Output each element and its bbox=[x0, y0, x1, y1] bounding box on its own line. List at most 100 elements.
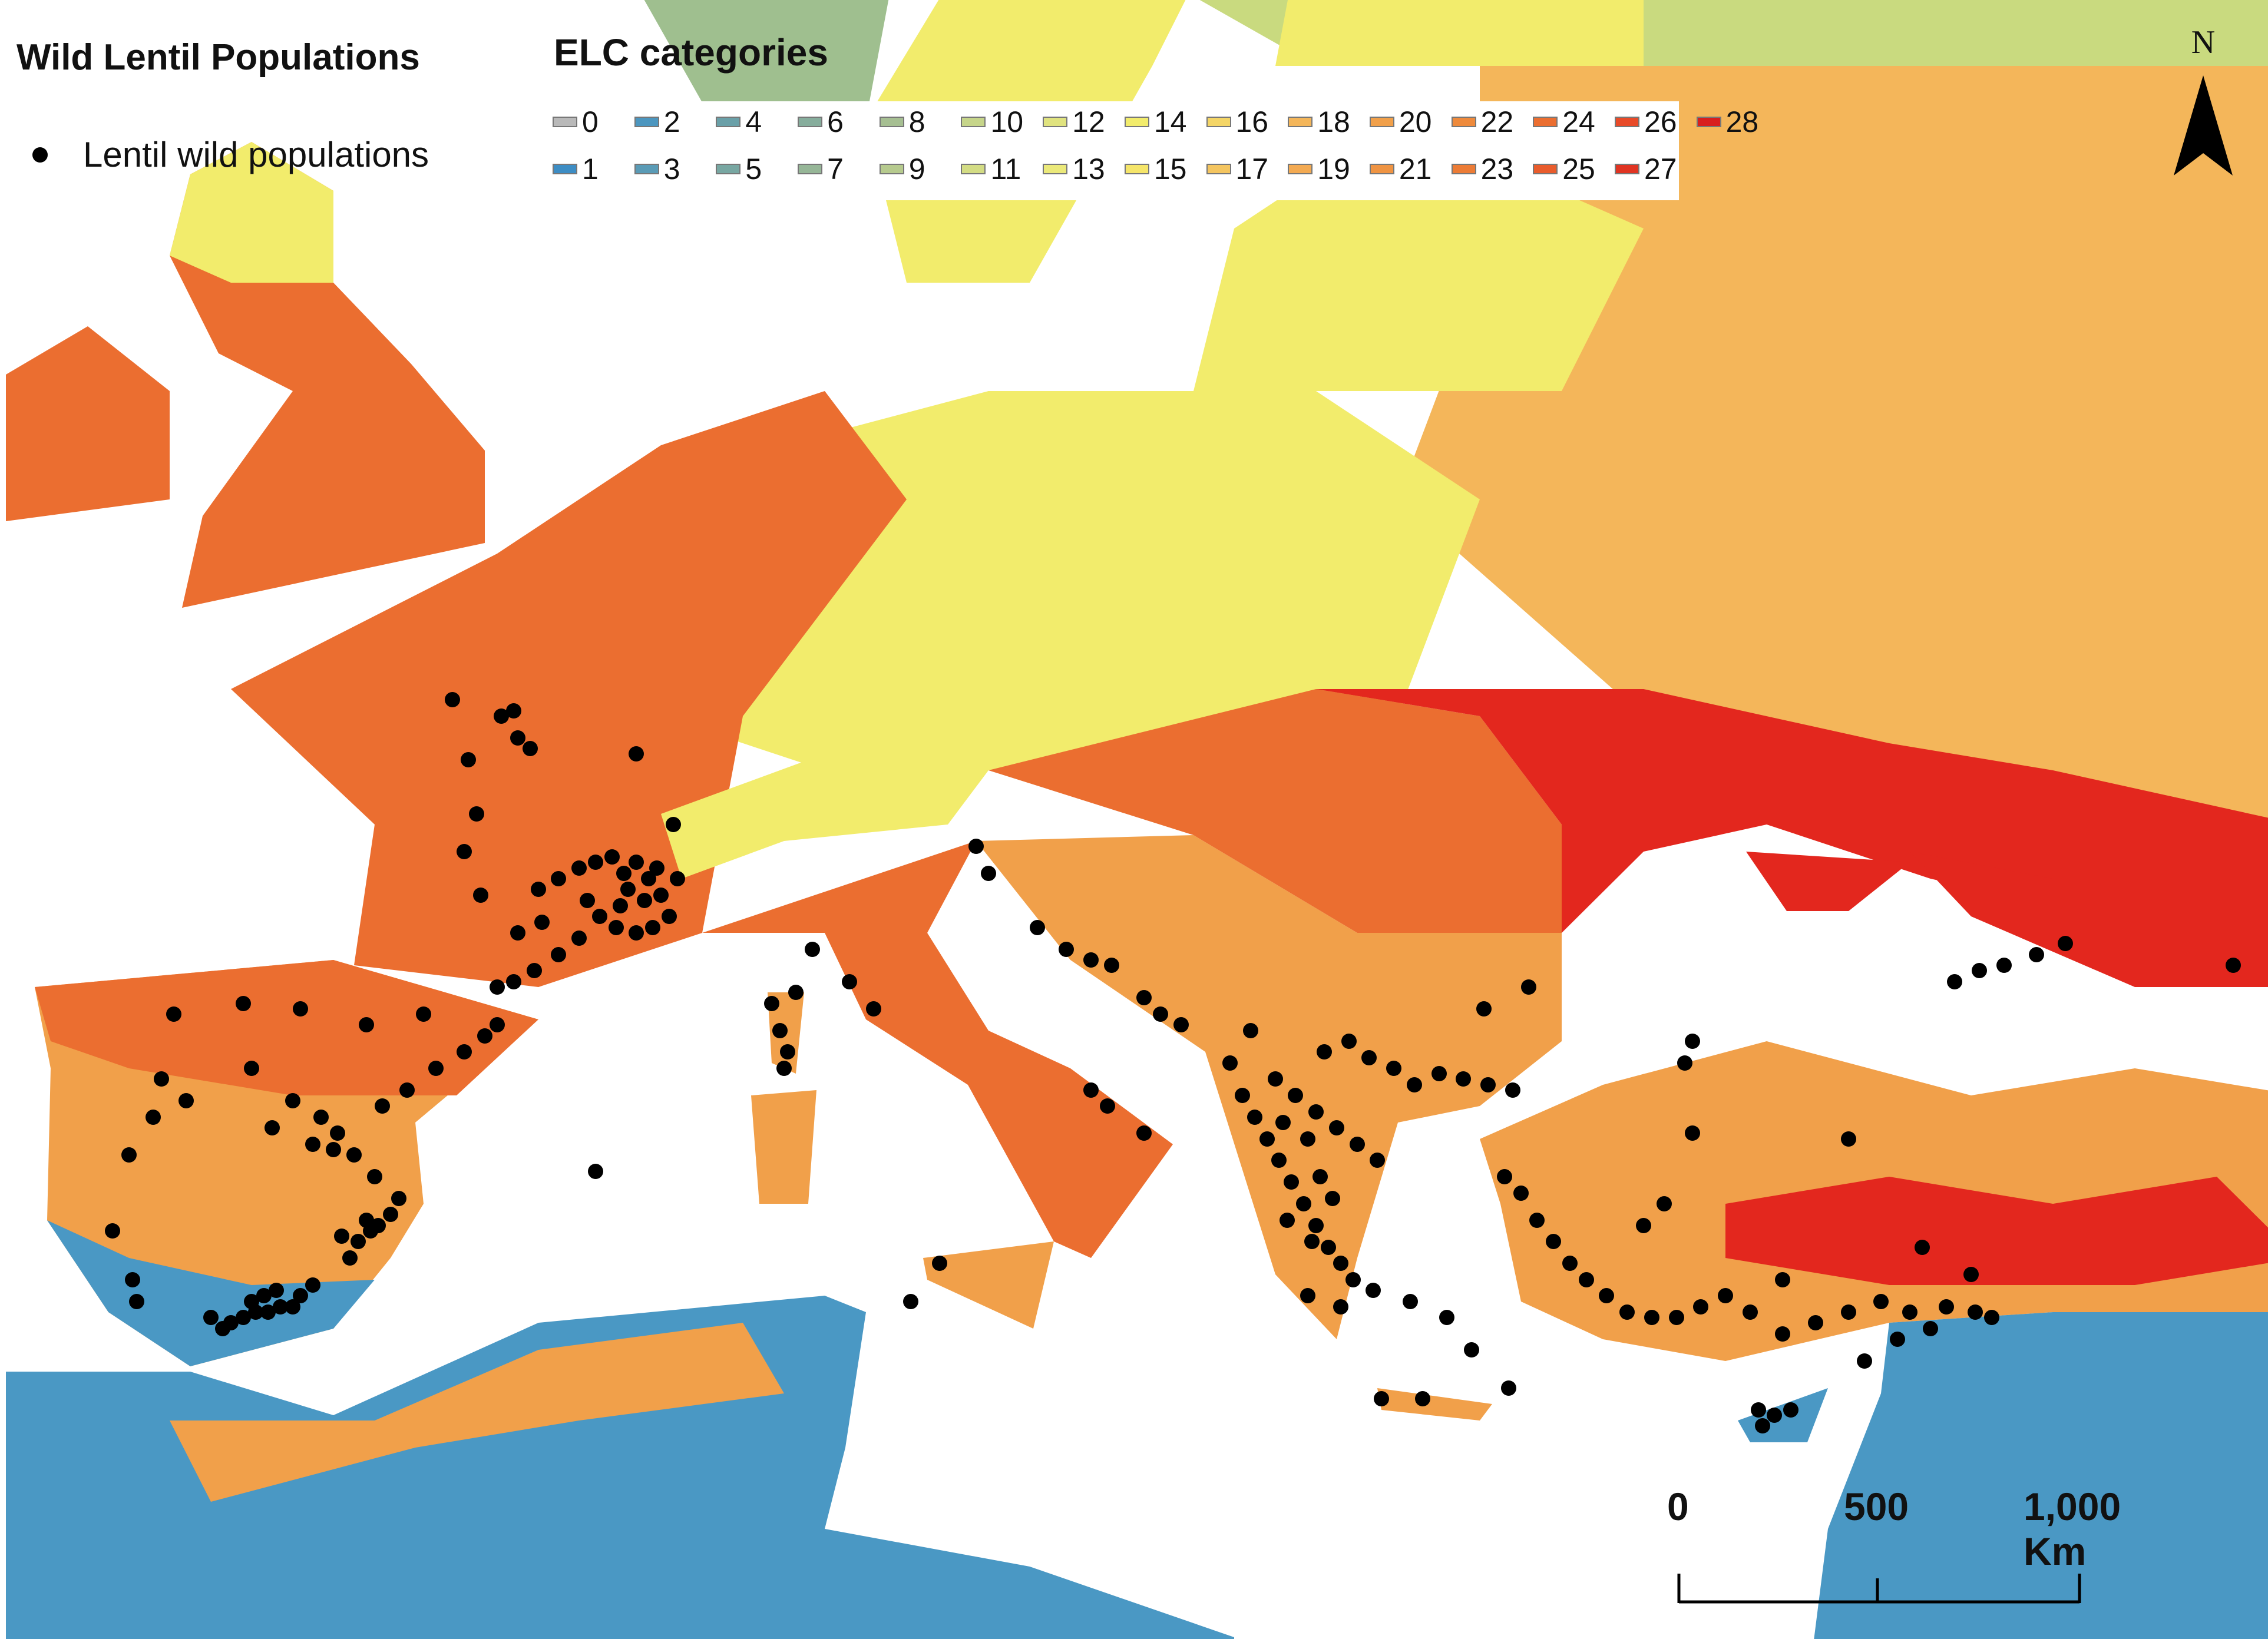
elc-label-11: 11 bbox=[990, 153, 1021, 186]
population-point bbox=[1403, 1294, 1418, 1309]
scotland-north bbox=[170, 142, 333, 283]
western-europe bbox=[231, 391, 907, 987]
population-point bbox=[1374, 1391, 1389, 1406]
population-point bbox=[1083, 952, 1099, 968]
population-point bbox=[653, 888, 669, 903]
population-point bbox=[616, 866, 632, 881]
population-point bbox=[1431, 1066, 1447, 1081]
scale-label-500: 500 bbox=[1844, 1485, 1909, 1528]
population-point bbox=[604, 849, 620, 865]
population-point bbox=[1579, 1272, 1594, 1287]
population-point bbox=[1386, 1061, 1401, 1076]
elc-legend-item-17: 17 bbox=[1206, 152, 1288, 186]
population-point bbox=[1636, 1218, 1651, 1233]
population-point bbox=[1767, 1408, 1782, 1423]
elc-label-26: 26 bbox=[1644, 105, 1677, 138]
elc-legend-item-2: 2 bbox=[634, 105, 716, 139]
levant-arid bbox=[1814, 1312, 2268, 1639]
population-point bbox=[359, 1213, 374, 1228]
population-point bbox=[527, 963, 542, 978]
population-point bbox=[1439, 1310, 1454, 1325]
population-point bbox=[1280, 1213, 1295, 1228]
population-point bbox=[629, 746, 644, 761]
population-point bbox=[1284, 1174, 1299, 1190]
elc-label-10: 10 bbox=[990, 105, 1024, 138]
population-point bbox=[1268, 1071, 1283, 1087]
population-point bbox=[1300, 1288, 1315, 1303]
elc-legend-item-3: 3 bbox=[634, 152, 716, 186]
elc-legend-item-0: 0 bbox=[553, 105, 634, 139]
elc-legend-item-28: 28 bbox=[1696, 105, 1778, 139]
population-point bbox=[571, 931, 587, 946]
population-point bbox=[1775, 1326, 1790, 1342]
population-point bbox=[1407, 1077, 1422, 1092]
population-point bbox=[1968, 1304, 1983, 1320]
population-point bbox=[1685, 1125, 1700, 1141]
population-point bbox=[1271, 1153, 1287, 1168]
population-point bbox=[1619, 1304, 1635, 1320]
elc-swatch-24 bbox=[1533, 117, 1558, 127]
north-africa-warm bbox=[170, 1323, 784, 1502]
elc-label-8: 8 bbox=[908, 105, 925, 138]
population-point bbox=[223, 1315, 239, 1330]
population-point bbox=[346, 1147, 362, 1163]
population-point bbox=[1480, 1077, 1496, 1092]
elc-swatch-20 bbox=[1369, 117, 1394, 127]
population-point bbox=[1275, 1115, 1291, 1130]
scale-label-1000: 1,000 Km bbox=[2024, 1485, 2121, 1573]
north-arrow-icon bbox=[2174, 75, 2233, 176]
elc-swatch-9 bbox=[879, 164, 904, 174]
elc-label-15: 15 bbox=[1153, 153, 1187, 186]
elc-legend-row-2: 1 3 5 7 9 11 13 15 17 19 21 23 25 27 bbox=[553, 152, 1697, 186]
elc-swatch-6 bbox=[798, 117, 823, 127]
elc-legend-item-21: 21 bbox=[1369, 152, 1452, 186]
population-point bbox=[457, 844, 472, 859]
population-point bbox=[1329, 1120, 1344, 1135]
population-point bbox=[1456, 1071, 1471, 1087]
elc-legend-item-24: 24 bbox=[1533, 105, 1615, 139]
population-point bbox=[1288, 1088, 1303, 1103]
elc-label-1: 1 bbox=[582, 153, 599, 186]
population-point bbox=[645, 920, 660, 935]
elc-label-12: 12 bbox=[1072, 105, 1105, 138]
population-point bbox=[592, 909, 607, 924]
scale-bar-line bbox=[1677, 1574, 2081, 1604]
elc-swatch-26 bbox=[1614, 117, 1639, 127]
population-point bbox=[1996, 958, 2012, 973]
population-point bbox=[764, 996, 779, 1011]
elc-swatch-5 bbox=[716, 164, 741, 174]
scale-label-0: 0 bbox=[1667, 1485, 1689, 1528]
alps bbox=[661, 754, 988, 879]
elc-label-9: 9 bbox=[908, 153, 925, 186]
population-point bbox=[2226, 958, 2241, 973]
map-land-layers bbox=[6, 0, 2268, 1639]
population-point bbox=[666, 817, 681, 832]
population-point bbox=[1693, 1299, 1708, 1314]
population-point bbox=[1312, 1169, 1328, 1184]
population-point bbox=[551, 947, 566, 962]
elc-legend-row-1: 0 2 4 6 8 10 12 14 16 18 20 22 24 26 28 bbox=[553, 105, 1778, 139]
elc-swatch-10 bbox=[961, 117, 986, 127]
population-point bbox=[1513, 1186, 1529, 1201]
elc-swatch-4 bbox=[716, 117, 741, 127]
elc-swatch-14 bbox=[1124, 117, 1149, 127]
population-point bbox=[244, 1061, 259, 1076]
cyprus bbox=[1738, 1388, 1828, 1442]
population-point bbox=[670, 871, 685, 886]
population-point bbox=[1751, 1402, 1766, 1418]
population-point bbox=[334, 1229, 349, 1244]
population-point bbox=[1317, 1044, 1332, 1059]
population-point bbox=[1755, 1418, 1770, 1433]
population-point bbox=[351, 1234, 366, 1249]
elc-label-25: 25 bbox=[1562, 153, 1595, 186]
population-point bbox=[1304, 1234, 1320, 1249]
population-point bbox=[1222, 1055, 1238, 1071]
elc-legend-item-16: 16 bbox=[1206, 105, 1288, 139]
population-point bbox=[805, 942, 820, 957]
elc-label-6: 6 bbox=[827, 105, 844, 138]
pannonia bbox=[988, 689, 1562, 933]
elc-legend-item-18: 18 bbox=[1288, 105, 1370, 139]
elc-swatch-3 bbox=[634, 164, 659, 174]
elc-legend-item-12: 12 bbox=[1043, 105, 1125, 139]
